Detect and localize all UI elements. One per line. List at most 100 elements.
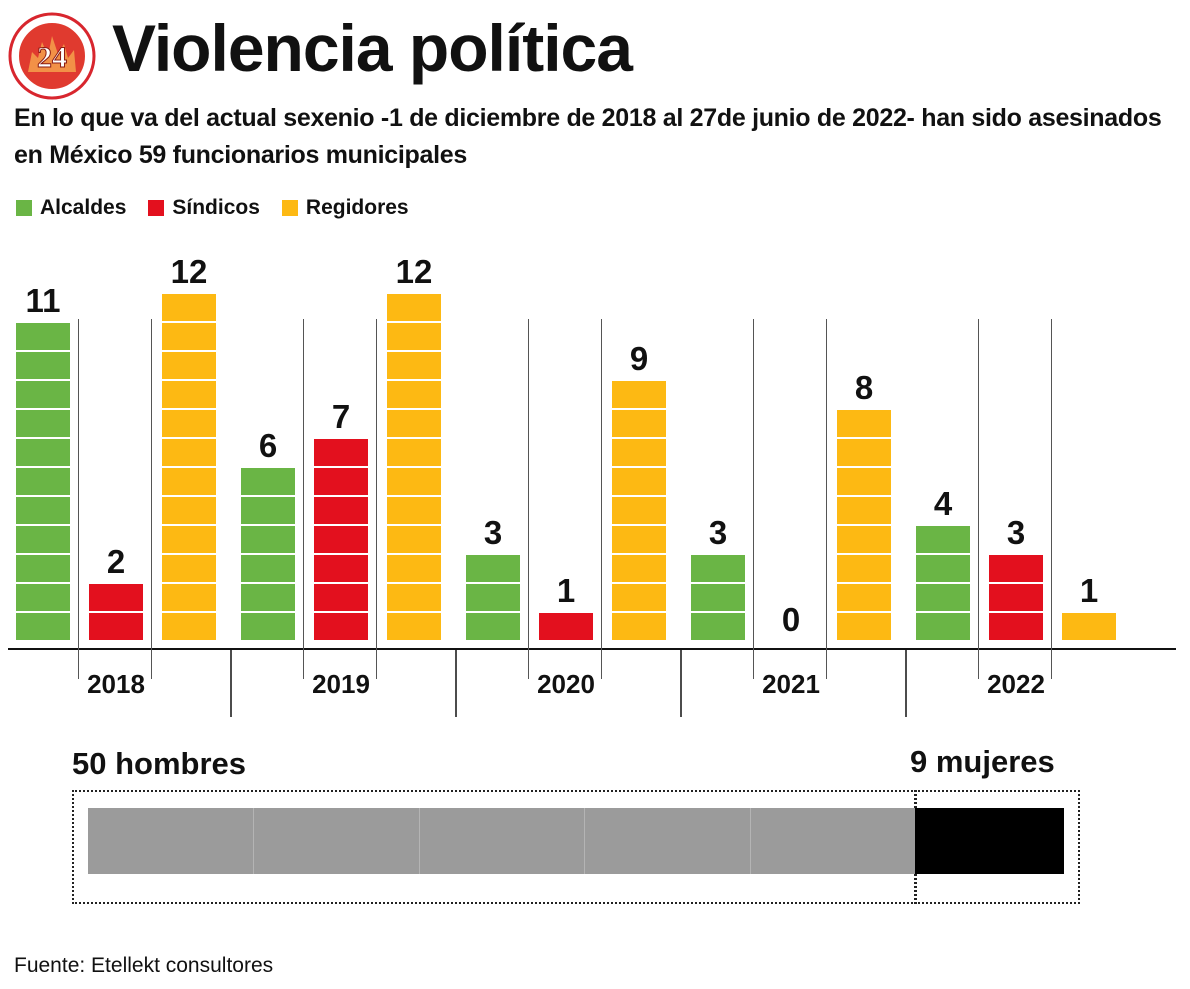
legend-swatch-alcaldes xyxy=(16,200,32,216)
x-tick-label: 2022 xyxy=(987,669,1045,699)
bar-unit-regidores xyxy=(837,613,891,640)
bar-unit-alcaldes xyxy=(16,323,70,350)
data-label: 8 xyxy=(855,369,873,406)
bar-unit-regidores xyxy=(387,352,441,379)
women-bar xyxy=(915,808,1064,874)
bar-unit-regidores xyxy=(387,526,441,553)
bar-unit-síndicos xyxy=(89,613,143,640)
legend-label-alcaldes: Alcaldes xyxy=(40,196,127,219)
men-bar-segment-divider xyxy=(419,808,420,874)
data-label: 12 xyxy=(396,253,433,290)
bar-unit-alcaldes xyxy=(16,381,70,408)
bar-unit-alcaldes xyxy=(916,584,970,611)
x-tick-label: 2021 xyxy=(762,669,820,699)
bar-chart: 11 2 12 2018 6 7 12 2019 3 1 9 2020 3 0 8 2021 4 3 1 2022 xyxy=(8,253,1176,717)
chart-title: Violencia política xyxy=(112,11,633,85)
data-label: 2 xyxy=(107,543,125,580)
data-label: 0 xyxy=(782,601,800,638)
bar-unit-regidores xyxy=(837,439,891,466)
men-bar-segment-divider xyxy=(253,808,254,874)
bar-unit-regidores xyxy=(837,497,891,524)
bar-unit-alcaldes xyxy=(916,555,970,582)
bar-unit-regidores xyxy=(612,613,666,640)
bar-unit-regidores xyxy=(612,468,666,495)
chart-subtitle: En lo que va del actual sexenio -1 de di… xyxy=(14,104,1162,169)
legend-item-sindicos: Síndicos xyxy=(148,196,260,220)
legend-item-alcaldes: Alcaldes xyxy=(16,196,126,220)
bar-unit-regidores xyxy=(162,555,216,582)
source-note: Fuente: Etellekt consultores xyxy=(14,954,274,977)
bar-unit-alcaldes xyxy=(16,497,70,524)
data-label: 1 xyxy=(557,572,575,609)
men-bar xyxy=(88,808,915,874)
bar-unit-alcaldes xyxy=(466,555,520,582)
data-label: 3 xyxy=(1007,514,1025,551)
bar-unit-regidores xyxy=(387,613,441,640)
bar-unit-regidores xyxy=(612,439,666,466)
bar-unit-regidores xyxy=(162,468,216,495)
data-label: 6 xyxy=(259,427,277,464)
bar-unit-síndicos xyxy=(314,497,368,524)
bar-unit-alcaldes xyxy=(16,584,70,611)
bar-unit-alcaldes xyxy=(466,584,520,611)
bar-unit-alcaldes xyxy=(241,555,295,582)
men-bar-segment-divider xyxy=(584,808,585,874)
bar-unit-síndicos xyxy=(314,468,368,495)
bar-unit-alcaldes xyxy=(691,584,745,611)
bar-unit-alcaldes xyxy=(241,468,295,495)
bar-unit-alcaldes xyxy=(691,613,745,640)
x-tick-label: 2020 xyxy=(537,669,595,699)
bar-unit-regidores xyxy=(1062,613,1116,640)
bar-unit-síndicos xyxy=(989,555,1043,582)
bar-unit-alcaldes xyxy=(241,526,295,553)
bar-unit-síndicos xyxy=(314,439,368,466)
bar-unit-regidores xyxy=(162,439,216,466)
x-tick-label: 2019 xyxy=(312,669,370,699)
legend-swatch-sindicos xyxy=(148,200,165,216)
bar-unit-alcaldes xyxy=(241,497,295,524)
legend-label-sindicos: Síndicos xyxy=(172,196,260,219)
bar-unit-síndicos xyxy=(314,555,368,582)
data-label: 11 xyxy=(26,282,61,319)
bar-unit-síndicos xyxy=(89,584,143,611)
bar-unit-regidores xyxy=(837,555,891,582)
data-label: 12 xyxy=(171,253,208,290)
bar-unit-regidores xyxy=(162,497,216,524)
data-label: 1 xyxy=(1080,572,1098,609)
bar-unit-síndicos xyxy=(539,613,593,640)
bar-unit-alcaldes xyxy=(16,439,70,466)
logo-number: 24 xyxy=(37,41,67,74)
bar-unit-regidores xyxy=(162,294,216,321)
data-label: 3 xyxy=(484,514,502,551)
women-label: 9 mujeres xyxy=(910,744,1055,779)
bar-unit-alcaldes xyxy=(691,555,745,582)
bar-unit-alcaldes xyxy=(16,555,70,582)
bar-unit-regidores xyxy=(387,410,441,437)
legend: Alcaldes Síndicos Regidores xyxy=(16,196,409,220)
bar-unit-regidores xyxy=(837,584,891,611)
bar-unit-regidores xyxy=(837,410,891,437)
bar-unit-regidores xyxy=(162,381,216,408)
bar-unit-regidores xyxy=(612,555,666,582)
bar-unit-regidores xyxy=(387,294,441,321)
bar-unit-regidores xyxy=(612,526,666,553)
bar-unit-regidores xyxy=(612,584,666,611)
data-label: 9 xyxy=(630,340,648,377)
bar-unit-regidores xyxy=(162,584,216,611)
legend-label-regidores: Regidores xyxy=(305,196,409,219)
bar-unit-regidores xyxy=(612,381,666,408)
bar-unit-regidores xyxy=(612,497,666,524)
data-label: 4 xyxy=(934,485,953,522)
brand-logo: 24 xyxy=(8,12,96,100)
bar-unit-alcaldes xyxy=(241,613,295,640)
bar-unit-regidores xyxy=(387,439,441,466)
data-label: 7 xyxy=(332,398,350,435)
x-tick-label: 2018 xyxy=(87,669,145,699)
bar-unit-alcaldes xyxy=(16,613,70,640)
bar-unit-regidores xyxy=(387,584,441,611)
bar-unit-síndicos xyxy=(314,613,368,640)
bar-unit-alcaldes xyxy=(16,468,70,495)
bar-unit-regidores xyxy=(837,468,891,495)
bar-unit-regidores xyxy=(387,323,441,350)
bar-unit-regidores xyxy=(162,352,216,379)
